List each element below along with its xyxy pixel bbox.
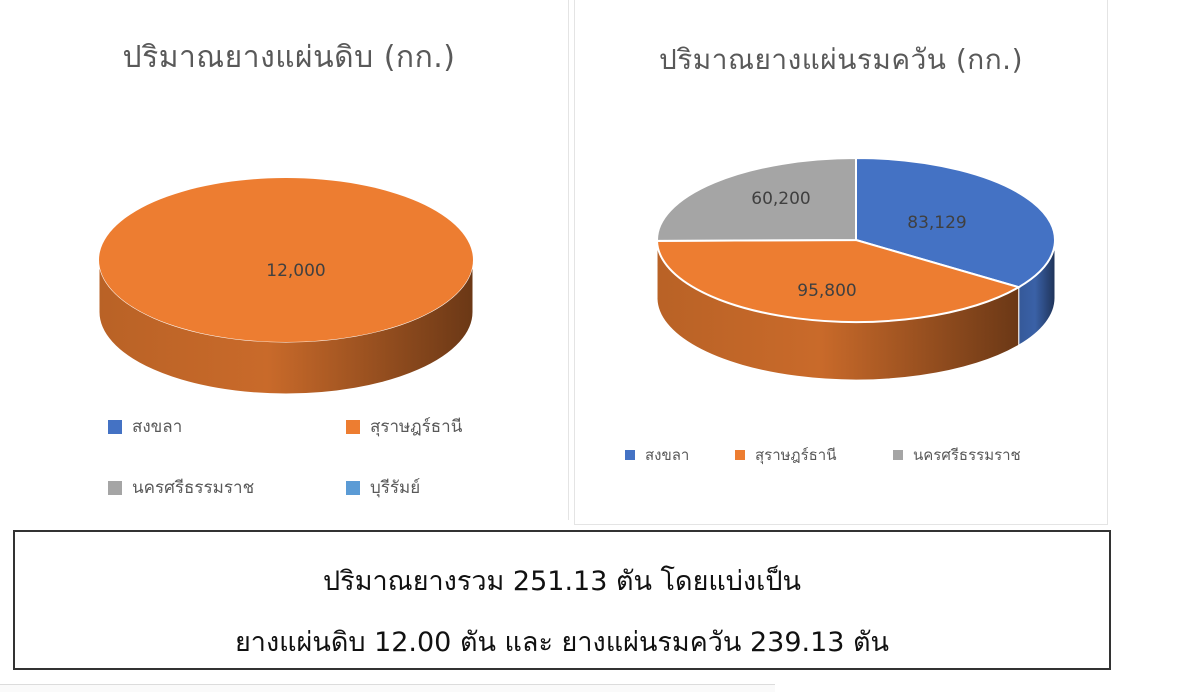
pie-data-label: 60,200 [751,189,810,209]
legend-label: สุราษฎร์ธานี [370,413,462,440]
pie-data-label: 95,800 [797,281,856,301]
pie-top-layer [99,178,473,342]
legend-item-surat-thani: สุราษฎร์ธานี [346,413,462,440]
pie-label-layer: 12,000 [266,261,325,281]
legend-label: สงขลา [132,413,182,440]
legend-item-surat-thani: สุราษฎร์ธานี [735,443,836,467]
pie-data-label: 83,129 [907,213,966,233]
legend-swatch-nakhon-si-thammarat [108,481,122,495]
pie-slice [99,178,473,342]
legend-swatch-nakhon-si-thammarat [893,450,903,460]
legend-label: นครศรีธรรมราช [132,474,254,501]
summary-box: ปริมาณยางรวม 251.13 ตัน โดยแบ่งเป็น ยางแ… [13,530,1111,670]
legend-label: นครศรีธรรมราช [913,443,1021,467]
legend-item-nakhon-si-thammarat: นครศรีธรรมราช [893,443,1021,467]
legend-item-songkhla: สงขลา [108,413,182,440]
pie-data-label: 12,000 [266,261,325,281]
legend-item-nakhon-si-thammarat: นครศรีธรรมราช [108,474,254,501]
legend-label: สงขลา [645,443,689,467]
legend-label: บุรีรัมย์ [370,474,420,501]
legend-swatch-buriram [346,481,360,495]
legend-item-songkhla: สงขลา [625,443,689,467]
summary-total-line: ปริมาณยางรวม 251.13 ตัน โดยแบ่งเป็น [15,559,1109,602]
raw-rubber-pie-chart: 12,000 [10,0,568,520]
legend-label: สุราษฎร์ธานี [755,443,836,467]
legend-swatch-songkhla [108,420,122,434]
legend-item-buriram: บุรีรัมย์ [346,474,420,501]
legend-swatch-songkhla [625,450,635,460]
legend-swatch-surat-thani [735,450,745,460]
raw-rubber-chart-panel: ปริมาณยางแผ่นดิบ (กก.) 12,000 สงขลา สุรา… [10,0,569,520]
summary-breakdown-line: ยางแผ่นดิบ 12.00 ตัน และ ยางแผ่นรมควัน 2… [15,620,1109,663]
legend-swatch-surat-thani [346,420,360,434]
